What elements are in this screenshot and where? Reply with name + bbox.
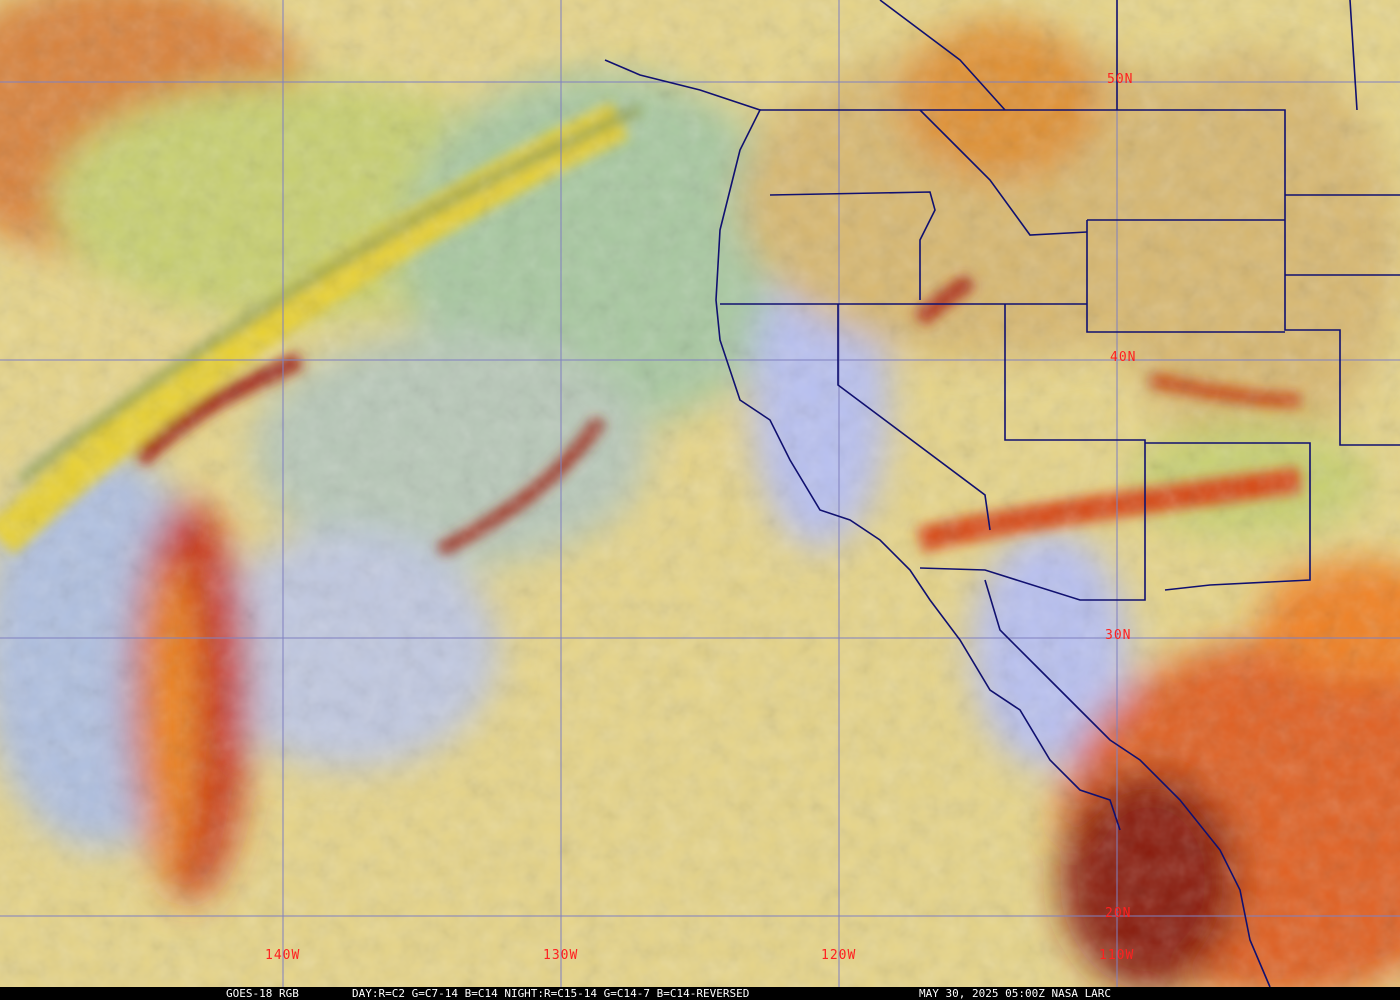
caption-title: GOES-18 RGB	[226, 987, 299, 1000]
lat-label-30n: 30N	[1105, 628, 1132, 643]
lon-label-110w: 110W	[1099, 948, 1135, 963]
lon-label-130w: 130W	[543, 948, 579, 963]
lat-label-40n: 40N	[1110, 350, 1137, 365]
caption-recipe: DAY:R=C2 G=C7-14 B=C14 NIGHT:R=C15-14 G=…	[352, 987, 750, 1000]
caption-timestamp: MAY 30, 2025 05:00Z NASA LARC	[919, 987, 1112, 1000]
political-borders	[604, 0, 1400, 988]
caption-bar: GOES-18 RGB DAY:R=C2 G=C7-14 B=C14 NIGHT…	[0, 987, 1400, 1000]
lat-label-20n: 20N	[1105, 906, 1132, 921]
lon-label-120w: 120W	[821, 948, 857, 963]
lat-label-50n: 50N	[1107, 72, 1134, 87]
lon-label-140w: 140W	[265, 948, 301, 963]
